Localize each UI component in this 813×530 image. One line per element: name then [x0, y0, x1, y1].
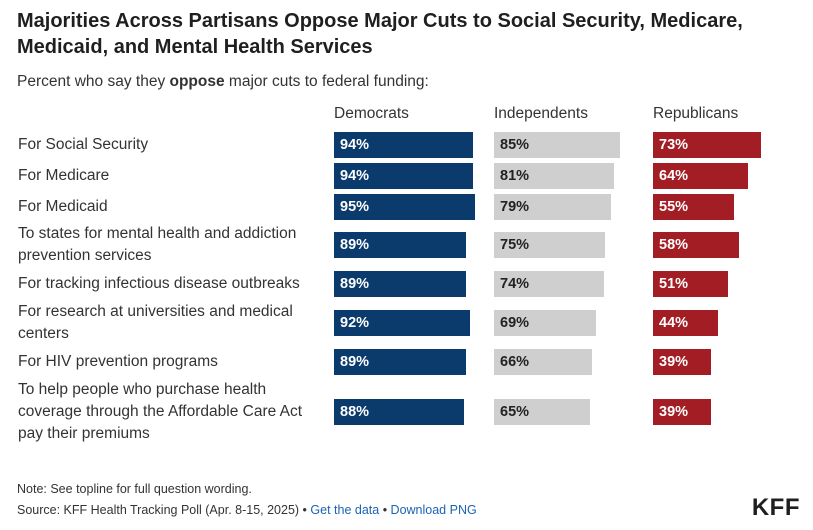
bar-dem: 89%: [334, 271, 466, 297]
bar-dem: 94%: [334, 132, 473, 158]
chart-title: Majorities Across Partisans Oppose Major…: [17, 10, 743, 58]
chart-note: Note: See topline for full question word…: [17, 482, 252, 496]
subtitle-post: major cuts to federal funding:: [224, 73, 429, 90]
chart-source: Source: KFF Health Tracking Poll (Apr. 8…: [17, 503, 477, 517]
bar-rep: 51%: [653, 271, 728, 297]
bar-ind: 65%: [494, 399, 590, 425]
source-separator: •: [379, 503, 391, 517]
bar-ind: 75%: [494, 232, 605, 258]
header-democrats: Democrats: [334, 105, 409, 122]
bar-ind: 85%: [494, 132, 620, 158]
kff-logo: KFF: [751, 494, 800, 521]
bar-dem: 95%: [334, 194, 475, 220]
bar-ind: 79%: [494, 194, 611, 220]
bar-rep: 58%: [653, 232, 739, 258]
bar-ind: 81%: [494, 163, 614, 189]
bar-ind: 66%: [494, 349, 592, 375]
source-text: Source: KFF Health Tracking Poll (Apr. 8…: [17, 503, 311, 517]
bar-dem: 92%: [334, 310, 470, 336]
bar-dem: 89%: [334, 232, 466, 258]
row-label: To help people who purchase health cover…: [18, 381, 303, 442]
subtitle-pre: Percent who say they: [17, 73, 170, 90]
bar-rep: 39%: [653, 399, 711, 425]
bar-ind: 69%: [494, 310, 596, 336]
bar-rep: 44%: [653, 310, 718, 336]
row-label: For HIV prevention programs: [18, 353, 218, 370]
row-label: To states for mental health and addictio…: [18, 225, 297, 264]
row-label: For Medicaid: [18, 198, 108, 215]
bar-ind: 74%: [494, 271, 604, 297]
bar-dem: 94%: [334, 163, 473, 189]
bar-rep: 64%: [653, 163, 748, 189]
row-label: For research at universities and medical…: [18, 303, 293, 342]
chart-subtitle: Percent who say they oppose major cuts t…: [17, 73, 429, 91]
row-label: For Medicare: [18, 167, 110, 184]
bar-dem: 89%: [334, 349, 466, 375]
bar-dem: 88%: [334, 399, 464, 425]
bar-rep: 73%: [653, 132, 761, 158]
row-label: For Social Security: [18, 136, 149, 153]
subtitle-bold: oppose: [169, 73, 225, 90]
bar-rep: 55%: [653, 194, 734, 220]
download-png-link[interactable]: Download PNG: [390, 503, 477, 517]
bar-rep: 39%: [653, 349, 711, 375]
header-republicans: Republicans: [653, 105, 739, 122]
row-label: For tracking infectious disease outbreak…: [18, 275, 300, 292]
header-independents: Independents: [494, 105, 588, 122]
get-data-link[interactable]: Get the data: [310, 503, 380, 517]
